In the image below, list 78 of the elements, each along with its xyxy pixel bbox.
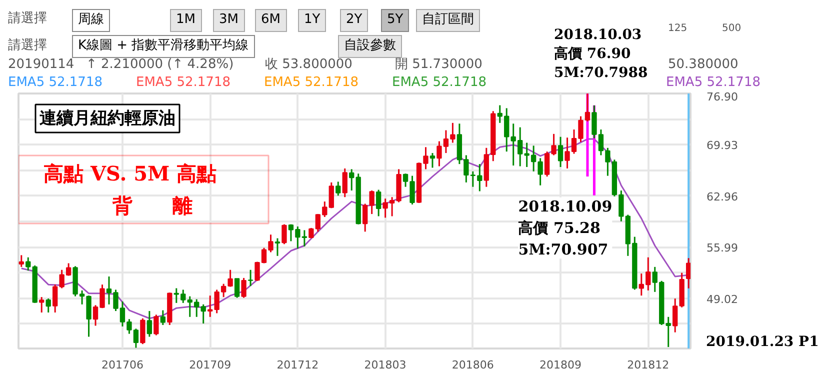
candlestick	[154, 314, 159, 336]
y-tick-label: 49.02	[706, 292, 738, 306]
text: 3M	[213, 9, 244, 32]
candlestick	[686, 257, 690, 290]
candlestick	[666, 316, 671, 348]
candlestick	[208, 294, 213, 318]
annotation: 2018.10.09 高價 75.28 5M:70.907	[518, 197, 612, 259]
text: EMA5 52.1718	[8, 74, 102, 92]
text: 2019.01.23 P1	[706, 333, 819, 352]
candlestick	[160, 310, 166, 326]
text: 2Y	[340, 9, 368, 32]
text: 1M	[170, 9, 202, 32]
text: 500	[722, 22, 742, 36]
candlestick	[274, 238, 280, 257]
x-tick-label: 201712	[276, 358, 319, 372]
x-tick-label: 201806	[452, 358, 494, 372]
text: 連續月紐約輕原油	[40, 108, 176, 128]
text: 請選擇	[8, 10, 47, 28]
candlestick	[349, 168, 354, 192]
candlestick	[336, 180, 341, 196]
candlestick	[86, 294, 92, 338]
candlestick	[241, 277, 246, 299]
text: 20190114	[8, 56, 74, 74]
text: 收 53.800000	[265, 56, 352, 74]
text: EMA5 52.1718	[264, 74, 358, 92]
candlestick	[214, 288, 220, 314]
annotation: 2018.10.03 高價 76.90 5M:70.7988	[554, 26, 648, 83]
text: EMA5 52.1718	[666, 75, 760, 90]
x-tick-label: 201803	[364, 358, 406, 372]
candlestick	[18, 254, 24, 268]
candlestick	[228, 269, 233, 288]
candlestick	[376, 189, 382, 217]
annotation: 背 離	[112, 194, 192, 218]
candlestick	[450, 122, 456, 144]
text: 125	[668, 22, 688, 36]
text: 50.380000	[668, 56, 738, 74]
candlestick	[282, 224, 287, 245]
x-tick-label: 201709	[189, 358, 232, 372]
x-tick-label: 201706	[101, 358, 144, 372]
y-tick-label: 62.96	[706, 190, 738, 204]
candlestick	[220, 283, 226, 298]
text: 請選擇	[8, 37, 47, 55]
candlestick	[430, 152, 436, 168]
candlestick	[558, 136, 564, 168]
x-tick-label: 201812	[627, 358, 670, 372]
y-tick-label: 69.93	[706, 139, 738, 152]
candlestick	[79, 290, 85, 306]
text: 5Y	[381, 9, 410, 32]
text: 1Y	[298, 9, 326, 32]
text: 高點 VS. 5M 高點	[44, 162, 217, 186]
candlestick	[234, 278, 240, 299]
x-tick-label: 201809	[540, 358, 582, 372]
candlestick	[146, 310, 152, 338]
text: K線圖 + 指數平滑移動平均線	[72, 35, 255, 58]
text: EMA5 52.1718	[136, 74, 230, 92]
y-tick-label: 76.90	[706, 90, 738, 104]
candlestick	[538, 157, 543, 186]
text: EMA5 52.1718	[392, 74, 486, 92]
candlestick	[46, 298, 51, 314]
text: 周線	[72, 9, 110, 32]
candlestick	[140, 318, 146, 345]
text: 6M	[255, 9, 286, 32]
candlestick	[248, 269, 254, 287]
candlestick	[362, 202, 368, 232]
text: ↑ 2.210000 (↑ 4.28%)	[86, 56, 234, 74]
y-tick-label: 55.99	[706, 242, 738, 255]
candlestick	[402, 172, 408, 188]
candlestick	[369, 190, 374, 215]
candlestick	[26, 256, 31, 272]
candlestick	[39, 296, 44, 314]
text: 自訂區間	[416, 9, 480, 32]
candlestick	[410, 175, 415, 206]
candlestick	[200, 304, 206, 324]
candlestick	[342, 168, 348, 198]
candlestick	[308, 227, 314, 240]
candlestick	[328, 182, 334, 209]
text: 自設參數	[338, 35, 402, 58]
text: 開 51.730000	[395, 56, 482, 74]
